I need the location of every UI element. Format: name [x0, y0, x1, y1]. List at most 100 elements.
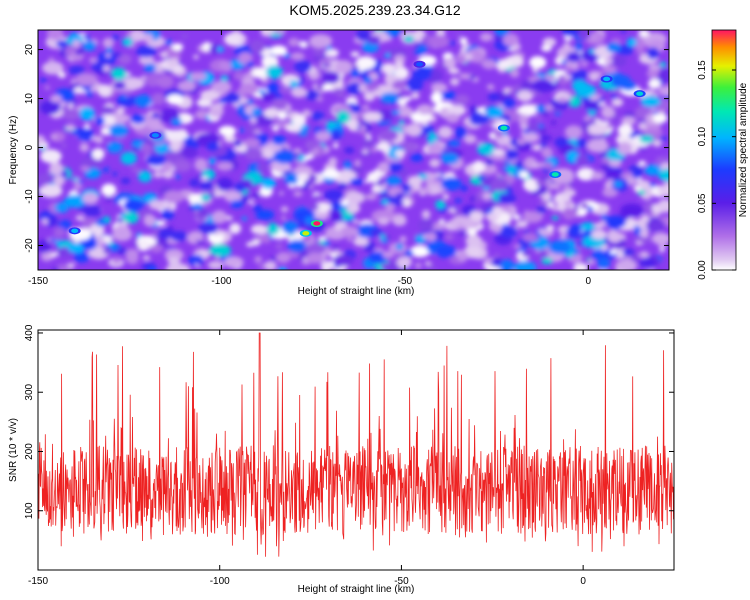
heatmap-cell [605, 170, 621, 180]
heatmap-cell [102, 167, 110, 173]
heatmap-cell [71, 177, 78, 182]
heatmap-cell [305, 139, 317, 151]
heatmap-cell [493, 118, 501, 123]
heatmap-cell [346, 202, 361, 214]
heatmap-cell [49, 238, 56, 242]
heatmap-cell [463, 134, 477, 144]
heatmap-cell [650, 212, 660, 219]
heatmap-cell [247, 99, 254, 105]
heatmap-cell [243, 138, 261, 148]
heatmap-cell [56, 40, 68, 48]
heatmap-cell [308, 203, 320, 211]
heatmap-cell [550, 119, 557, 126]
heatmap-cell [455, 32, 461, 38]
heatmap-xtick-label: -50 [398, 276, 413, 287]
heatmap-cell [481, 59, 498, 70]
heatmap-cell [116, 107, 126, 114]
heatmap-cell [284, 172, 299, 186]
heatmap-cell [266, 82, 280, 94]
heatmap-cell [366, 134, 372, 140]
heatmap-cell [466, 228, 478, 236]
heatmap-cell [441, 177, 462, 191]
heatmap-cell [207, 260, 224, 270]
heatmap-cell [125, 248, 139, 260]
heatmap-cell [62, 107, 80, 121]
heatmap-peak [302, 231, 310, 236]
heatmap-cell [301, 235, 313, 243]
heatmap-cell [292, 114, 307, 127]
heatmap-cell [167, 58, 180, 68]
heatmap-cell [166, 129, 186, 143]
heatmap-cell [402, 141, 418, 154]
heatmap-cell [436, 30, 446, 37]
heatmap-cell [657, 68, 669, 83]
heatmap-cell [146, 154, 167, 166]
heatmap-cell [575, 154, 589, 165]
heatmap-cell [562, 207, 576, 221]
colorbar-tick-label: 0.00 [697, 260, 708, 280]
heatmap-cell [441, 91, 457, 100]
heatmap-cell [340, 199, 349, 206]
heatmap-cell [38, 239, 51, 253]
heatmap-cell [636, 189, 646, 196]
heatmap-cell [384, 234, 391, 240]
heatmap-cell [193, 210, 199, 215]
heatmap-cell [181, 146, 199, 158]
heatmap-cell [180, 34, 189, 39]
heatmap-cell [296, 173, 311, 182]
heatmap-cell [138, 170, 152, 183]
heatmap-cell [46, 30, 64, 40]
heatmap-cell [445, 233, 454, 241]
heatmap-cell [40, 149, 62, 164]
heatmap-cell [258, 264, 265, 269]
heatmap-cell [95, 219, 108, 227]
heatmap-cell [226, 190, 239, 201]
heatmap-cell [648, 78, 661, 89]
heatmap-cell [244, 148, 263, 161]
heatmap-cell [287, 239, 307, 253]
heatmap-cell [539, 127, 547, 135]
heatmap-cell [487, 85, 495, 90]
heatmap-cell [518, 104, 538, 117]
heatmap-cell [146, 111, 154, 116]
colorbar: 0.00 0.05 0.10 0.15 Normalized spectral amp… [697, 29, 749, 280]
heatmap-cell [587, 123, 609, 135]
heatmap-cell [280, 87, 291, 94]
heatmap-cell [520, 80, 533, 91]
heatmap-cell [346, 82, 364, 95]
heatmap-cell [513, 214, 521, 220]
snr-xtick-label: -150 [28, 576, 48, 587]
heatmap-cell [263, 107, 279, 119]
heatmap-cell [105, 53, 111, 58]
heatmap-cell [52, 266, 59, 270]
heatmap-cell [197, 214, 205, 222]
heatmap-cell [659, 247, 665, 252]
heatmap-cell [435, 244, 457, 258]
heatmap-cell [548, 240, 572, 255]
heatmap-cell [502, 223, 509, 228]
heatmap-cell [218, 125, 237, 137]
heatmap-cell [272, 135, 286, 145]
heatmap-cell [100, 106, 115, 115]
heatmap-cell [192, 203, 203, 211]
heatmap-cell [308, 184, 314, 189]
heatmap-cell [590, 171, 604, 181]
heatmap-cell [587, 206, 594, 212]
heatmap-cell [627, 37, 637, 47]
heatmap-cell [138, 55, 155, 65]
heatmap-cell [324, 189, 344, 201]
heatmap-cell [613, 181, 623, 188]
heatmap-cell [51, 134, 58, 140]
heatmap-cell [448, 40, 456, 46]
heatmap-peak [551, 172, 559, 177]
heatmap-cell [225, 92, 241, 104]
heatmap-cell [53, 175, 65, 187]
heatmap-cell [378, 129, 398, 142]
heatmap-cell [602, 187, 618, 198]
heatmap-cell [304, 90, 320, 101]
heatmap-cell [279, 175, 285, 180]
heatmap-cell [516, 90, 534, 102]
heatmap-cell [223, 256, 244, 269]
colorbar-tick-label: 0.05 [697, 193, 708, 213]
